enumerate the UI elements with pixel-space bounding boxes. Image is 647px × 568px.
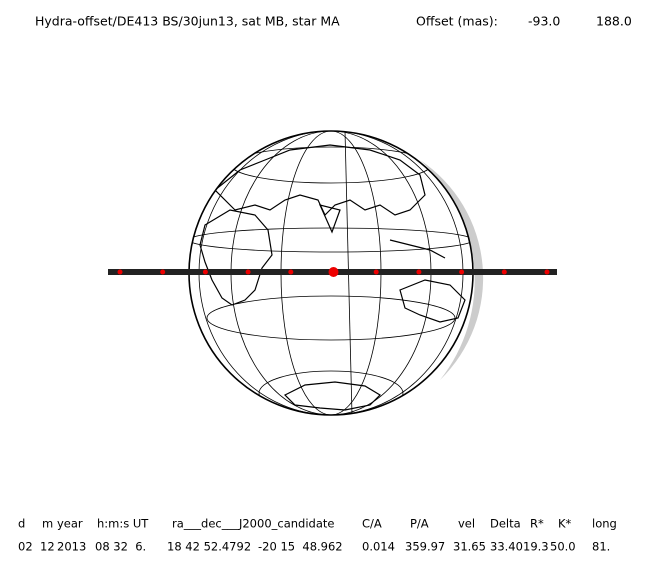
column-header: ra___dec___J2000_candidate <box>172 517 334 531</box>
column-header: P/A <box>410 517 429 531</box>
cell: 2013 <box>57 540 86 554</box>
offset-x: -93.0 <box>528 14 560 29</box>
offset-y: 188.0 <box>596 14 632 29</box>
cell: 12 <box>40 540 55 554</box>
cell: 0.014 <box>362 540 395 554</box>
track-dot <box>544 269 550 275</box>
column-header: K* <box>558 517 572 531</box>
column-header: vel <box>458 517 475 531</box>
cell: -20 15 48.962 <box>258 540 343 554</box>
cell: 02 <box>18 540 33 554</box>
cell: 50.0 <box>550 540 576 554</box>
track-dot <box>416 269 422 275</box>
track-dot <box>459 269 465 275</box>
column-header: year <box>57 517 83 531</box>
track-dot <box>245 269 251 275</box>
cell: 19.3 <box>523 540 549 554</box>
cell: 31.65 <box>453 540 486 554</box>
track-dot <box>328 267 339 277</box>
cell: 08 32 6. <box>95 540 146 554</box>
column-header: C/A <box>362 517 382 531</box>
track-dot <box>117 269 123 275</box>
cell: 18 42 52.4792 <box>167 540 251 554</box>
column-header: R* <box>530 517 544 531</box>
column-header: d <box>18 517 25 531</box>
data-table: d m year h:m:s UT ra___dec___J2000_candidate… <box>18 517 617 554</box>
track-dot <box>501 269 507 275</box>
track-dot <box>373 269 379 275</box>
track-dot <box>288 269 294 275</box>
column-header: long <box>592 517 617 531</box>
cell: 33.40 <box>490 540 523 554</box>
column-header: m <box>42 517 53 531</box>
column-header: Delta <box>490 517 521 531</box>
track-dot <box>202 269 208 275</box>
night-shade <box>420 160 484 380</box>
track-dot <box>160 269 166 275</box>
coastlines <box>199 144 466 411</box>
cell: 81. <box>592 540 610 554</box>
title: Hydra-offset/DE413 BS/30jun13, sat MB, s… <box>35 14 340 29</box>
offset-label: Offset (mas): <box>416 14 498 29</box>
column-header: h:m:s UT <box>97 517 149 531</box>
shadow-track <box>108 267 557 277</box>
cell: 359.97 <box>405 540 445 554</box>
